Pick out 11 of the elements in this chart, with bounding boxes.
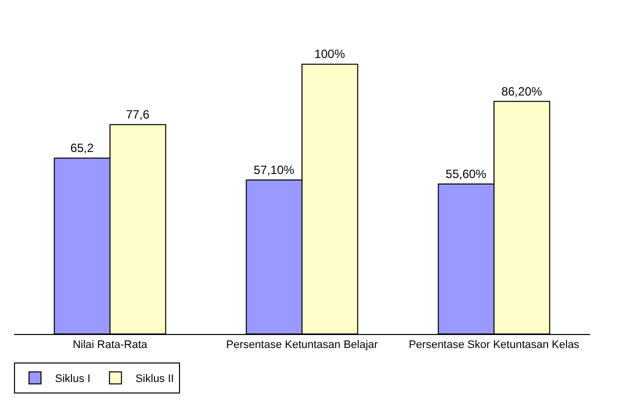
x-tick-label: Persentase Ketuntasan Belajar [226, 339, 378, 352]
data-label: 65,2 [70, 141, 94, 156]
data-label: 100% [314, 47, 346, 62]
data-label: 57,10% [254, 162, 295, 177]
x-tick-label: Persentase Skor Ketuntasan Kelas [408, 339, 580, 352]
legend-label: Siklus I [55, 373, 90, 386]
data-label: 77,6 [126, 108, 150, 122]
data-label: 86,20% [501, 84, 542, 98]
x-tick-label: Nilai Rata-Rata [72, 339, 148, 352]
legend-label: Siklus II [135, 373, 174, 386]
data-label: 55,60% [446, 166, 487, 181]
